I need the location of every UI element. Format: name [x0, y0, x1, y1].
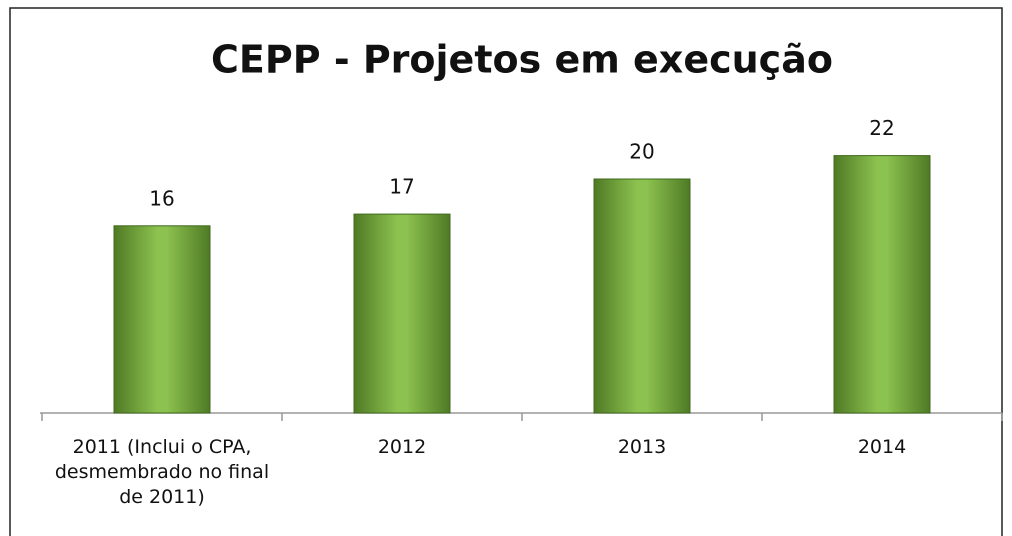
data-label: 16 [149, 186, 174, 210]
data-label: 17 [389, 175, 414, 199]
data-label: 22 [869, 116, 894, 140]
x-tick-label: 2011 (Inclui o CPA, desmembrado no final… [54, 436, 270, 508]
bar [593, 178, 691, 414]
bar [833, 155, 931, 414]
x-tick-label: 2014 [857, 436, 907, 458]
data-label: 20 [629, 140, 654, 164]
bar [113, 225, 211, 414]
chart-title: CEPP - Projetos em execução [211, 38, 833, 82]
x-tick-label: 2013 [617, 436, 667, 458]
x-tick-label: 2012 [377, 436, 427, 458]
bar [353, 213, 451, 414]
